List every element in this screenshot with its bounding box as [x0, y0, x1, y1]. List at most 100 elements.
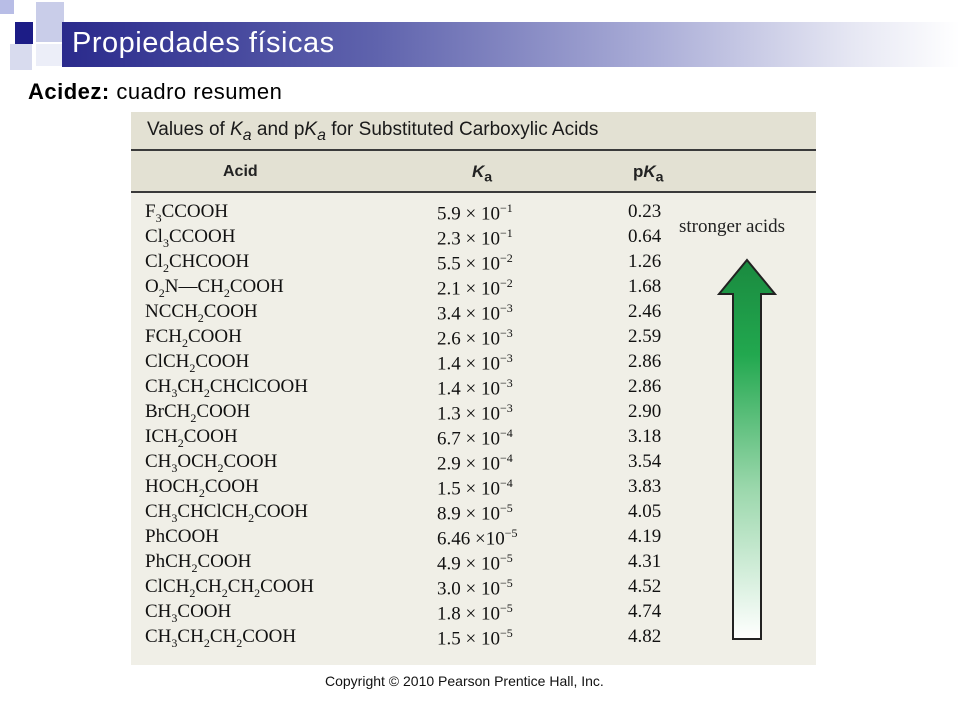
table-row: CH3OCH2COOH 2.9 × 10−4 3.54 — [131, 451, 691, 476]
ka-value: 1.5 × 10−5 — [437, 626, 513, 650]
table-row: CH3COOH 1.8 × 10−5 4.74 — [131, 601, 691, 626]
slide-title: Propiedades físicas — [72, 27, 335, 59]
acid-formula: FCH2COOH — [145, 326, 242, 350]
ka-value: 1.4 × 10−3 — [437, 376, 513, 400]
decor-square — [0, 0, 14, 14]
table-row: BrCH2COOH 1.3 × 10−3 2.90 — [131, 401, 691, 426]
pka-value: 2.86 — [628, 351, 662, 372]
table-row: FCH2COOH 2.6 × 10−3 2.59 — [131, 326, 691, 351]
header-pka: pKa — [633, 162, 664, 185]
table-title-pka-sub: a — [317, 126, 326, 144]
acid-formula: CH3OCH2COOH — [145, 451, 278, 475]
divider — [131, 149, 816, 151]
acid-formula: NCCH2COOH — [145, 301, 258, 325]
acid-formula: Cl3CCOOH — [145, 226, 236, 250]
pka-value: 2.90 — [628, 401, 662, 422]
header-pka-k: K — [643, 162, 656, 181]
acid-formula: PhCH2COOH — [145, 551, 252, 575]
table-row: NCCH2COOH 3.4 × 10−3 2.46 — [131, 301, 691, 326]
pka-value: 4.31 — [628, 551, 662, 572]
acid-formula: PhCOOH — [145, 526, 219, 547]
header-ka: Ka — [472, 162, 492, 185]
decor-square — [15, 22, 33, 44]
table-row: ICH2COOH 6.7 × 10−4 3.18 — [131, 426, 691, 451]
pka-value: 4.52 — [628, 576, 662, 597]
pka-value: 4.05 — [628, 501, 662, 522]
table-title-suffix: for Substituted Carboxylic Acids — [325, 119, 599, 140]
table-row: F3CCOOH 5.9 × 10−1 0.23 — [131, 201, 691, 226]
table-row: O2N—CH2COOH 2.1 × 10−2 1.68 — [131, 276, 691, 301]
acid-formula: CH3CHClCH2COOH — [145, 501, 308, 525]
table-title-ka: K — [230, 119, 243, 140]
table-title-band: Values of Ka and pKa for Substituted Car… — [131, 112, 816, 150]
acid-formula: CH3COOH — [145, 601, 232, 625]
pka-value: 2.59 — [628, 326, 662, 347]
pka-value: 0.23 — [628, 201, 662, 222]
table-row: CH3CHClCH2COOH 8.9 × 10−5 4.05 — [131, 501, 691, 526]
table-row: HOCH2COOH 1.5 × 10−4 3.83 — [131, 476, 691, 501]
ka-value: 1.3 × 10−3 — [437, 401, 513, 425]
table-title-mid: and p — [251, 119, 305, 140]
pka-value: 4.82 — [628, 626, 662, 647]
table-row: PhCOOH 6.46 ×10−5 4.19 — [131, 526, 691, 551]
ka-value: 2.1 × 10−2 — [437, 276, 513, 300]
pka-value: 1.68 — [628, 276, 662, 297]
table-row: Cl3CCOOH 2.3 × 10−1 0.64 — [131, 226, 691, 251]
header-ka-sub: a — [484, 169, 493, 186]
ka-value: 1.5 × 10−4 — [437, 476, 513, 500]
header-pka-p: p — [633, 162, 644, 181]
header-ka-k: K — [472, 162, 485, 181]
ka-value: 3.4 × 10−3 — [437, 301, 513, 325]
pka-value: 1.26 — [628, 251, 662, 272]
acid-formula: HOCH2COOH — [145, 476, 259, 500]
table-row: PhCH2COOH 4.9 × 10−5 4.31 — [131, 551, 691, 576]
pka-value: 2.86 — [628, 376, 662, 397]
table-row: Cl2CHCOOH 5.5 × 10−2 1.26 — [131, 251, 691, 276]
up-arrow-gradient-icon — [717, 258, 777, 640]
table-title-ka-sub: a — [242, 126, 252, 144]
pka-value: 4.74 — [628, 601, 662, 622]
ka-value: 6.46 ×10−5 — [437, 526, 518, 550]
ka-value: 1.8 × 10−5 — [437, 601, 513, 625]
table-header-row: Acid Ka pKa — [131, 151, 816, 192]
divider — [131, 191, 816, 193]
ka-value: 5.5 × 10−2 — [437, 251, 513, 275]
copyright-notice: Copyright © 2010 Pearson Prentice Hall, … — [325, 673, 604, 689]
acid-formula: ICH2COOH — [145, 426, 238, 450]
pka-value: 3.18 — [628, 426, 662, 447]
stronger-acids-label: stronger acids — [679, 216, 786, 237]
pka-value: 4.19 — [628, 526, 662, 547]
pka-value: 3.83 — [628, 476, 662, 497]
ka-value: 2.6 × 10−3 — [437, 326, 513, 350]
ka-value: 5.9 × 10−1 — [437, 201, 513, 225]
pka-value: 0.64 — [628, 226, 662, 247]
subtitle-bold: Acidez: — [28, 79, 110, 104]
acid-formula: BrCH2COOH — [145, 401, 251, 425]
table-row: CH3CH2CHClCOOH 1.4 × 10−3 2.86 — [131, 376, 691, 401]
pka-value: 2.46 — [628, 301, 662, 322]
table-row: CH3CH2CH2COOH 1.5 × 10−5 4.82 — [131, 626, 691, 651]
table-title: Values of Ka and pKa for Substituted Car… — [147, 119, 598, 145]
subtitle-text: cuadro resumen — [109, 79, 283, 104]
pka-value: 3.54 — [628, 451, 662, 472]
acid-formula: CH3CH2CH2COOH — [145, 626, 297, 650]
table-row: ClCH2COOH 1.4 × 10−3 2.86 — [131, 351, 691, 376]
acid-formula: ClCH2COOH — [145, 351, 250, 375]
table-title-pka: K — [304, 119, 318, 140]
acid-formula: ClCH2CH2CH2COOH — [145, 576, 315, 600]
pka-table-card: Values of Ka and pKa for Substituted Car… — [131, 112, 816, 665]
ka-value: 2.9 × 10−4 — [437, 451, 513, 475]
acid-formula: Cl2CHCOOH — [145, 251, 250, 275]
decor-square — [36, 2, 64, 42]
ka-value: 1.4 × 10−3 — [437, 351, 513, 375]
ka-value: 2.3 × 10−1 — [437, 226, 513, 250]
table-title-prefix: Values of — [147, 119, 231, 140]
acid-formula: CH3CH2CHClCOOH — [145, 376, 308, 400]
title-bar — [62, 22, 960, 67]
header-acid: Acid — [223, 163, 258, 180]
decor-square — [36, 44, 64, 66]
acid-formula: F3CCOOH — [145, 201, 229, 225]
ka-value: 6.7 × 10−4 — [437, 426, 513, 450]
acid-formula: O2N—CH2COOH — [145, 276, 284, 300]
header-pka-sub: a — [655, 169, 664, 186]
